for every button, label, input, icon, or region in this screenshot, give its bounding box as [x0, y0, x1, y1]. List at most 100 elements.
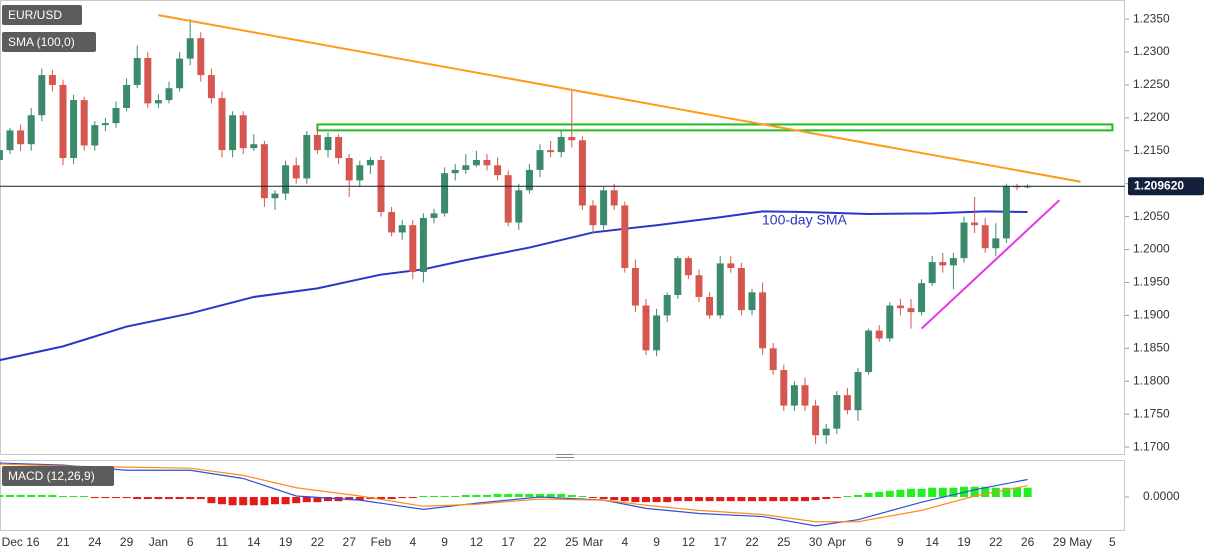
candle-body: [6, 130, 14, 151]
candle-body: [388, 212, 396, 233]
y-tick-label: 0.0000: [1143, 489, 1180, 503]
candle-body: [313, 134, 321, 151]
histogram-bar: [514, 493, 523, 498]
candle-body: [239, 115, 247, 149]
candle-body: [165, 88, 173, 101]
y-tick-label: 1.2350: [1133, 11, 1170, 25]
histogram-bar: [27, 494, 36, 498]
candle-body: [854, 372, 862, 411]
histogram-bar: [377, 497, 385, 500]
histogram-bar: [483, 494, 491, 498]
histogram-bar: [610, 497, 619, 501]
histogram-bar: [578, 495, 587, 498]
y-tick-label: 1.1700: [1133, 439, 1170, 453]
y-tick-label: 1.2200: [1133, 110, 1170, 124]
legend-item: SMA (100,0): [2, 32, 96, 52]
y-tick-label: 1.1750: [1133, 406, 1170, 420]
histogram-bar: [663, 497, 672, 503]
x-tick-label: 21: [56, 535, 70, 549]
y-tick-label: 1.2000: [1133, 242, 1170, 256]
sma-line: [0, 210, 1028, 362]
x-tick-label: 6: [187, 535, 194, 549]
x-tick-label: 17: [502, 535, 516, 549]
candle-body: [409, 225, 417, 272]
candle-body: [695, 275, 703, 297]
x-tick-label: Feb: [371, 535, 392, 549]
candle-body: [229, 115, 237, 151]
histogram-bar: [6, 494, 14, 498]
y-tick-label: 1.1850: [1133, 341, 1170, 355]
x-tick-label: 9: [441, 535, 448, 549]
candle-body: [70, 100, 78, 159]
candle-body: [186, 38, 194, 59]
histogram-bar: [207, 497, 216, 504]
y-tick-label: 1.1800: [1133, 373, 1170, 387]
x-tick-label: 29: [120, 535, 134, 549]
candle-body: [398, 225, 406, 233]
panel-handle: [556, 454, 574, 458]
candle-body: [918, 283, 926, 313]
candle-body: [928, 262, 936, 284]
histogram-bar: [302, 497, 311, 503]
histogram-bar: [864, 492, 873, 498]
histogram-bar: [281, 497, 290, 505]
candle-body: [801, 385, 809, 406]
candle-body: [960, 222, 968, 259]
x-tick-label: 12: [682, 535, 696, 549]
macd-title: MACD (12,26,9): [8, 469, 95, 483]
histogram-bar: [228, 497, 237, 506]
candle-body: [769, 348, 777, 371]
histogram-bar: [504, 493, 513, 498]
x-tick-label: 5: [1109, 535, 1116, 549]
candle-body: [780, 370, 788, 406]
candle-body: [218, 98, 226, 151]
histogram-bar: [398, 497, 407, 499]
candle-body: [303, 134, 311, 179]
title-box: [2, 5, 82, 25]
candle-body: [59, 84, 67, 159]
candle-body: [27, 115, 35, 145]
last-price-box: [1128, 177, 1204, 196]
candle-body: [419, 217, 427, 272]
x-tick-label: 25: [565, 535, 579, 549]
candle-body: [504, 175, 512, 223]
x-tick-label: 17: [714, 535, 728, 549]
histogram-bar: [345, 497, 354, 501]
y-tick-label: 1.2150: [1133, 143, 1170, 157]
histogram-bar: [175, 497, 184, 500]
histogram-bar: [271, 497, 279, 505]
candle-body: [907, 308, 915, 313]
x-tick-label: 14: [926, 535, 940, 549]
histogram-bar: [567, 494, 576, 498]
candle-body: [812, 405, 820, 436]
histogram-bar: [451, 495, 460, 498]
histogram-bar: [832, 497, 841, 499]
candle-body: [345, 158, 353, 181]
x-tick-label: Jan: [149, 535, 168, 549]
histogram-bar: [599, 497, 608, 500]
y-tick-label: 1.1950: [1133, 275, 1170, 289]
candle-body: [462, 165, 470, 170]
candle-body: [631, 267, 639, 306]
candle-body: [282, 165, 290, 194]
histogram-bar: [80, 495, 89, 498]
candle-body: [642, 305, 650, 351]
x-tick-label: 19: [957, 535, 971, 549]
histogram-bar: [324, 497, 332, 502]
candle-body: [653, 315, 661, 351]
candle-body: [684, 258, 692, 276]
histogram-bar: [875, 491, 884, 498]
x-tick-label: 22: [745, 535, 759, 549]
candle-body: [451, 169, 459, 174]
chart-title: EUR/USD: [8, 8, 62, 22]
histogram-bar: [143, 497, 152, 500]
histogram-bar: [430, 495, 438, 498]
candle-body: [123, 84, 131, 108]
candle-body: [737, 267, 745, 311]
histogram-bar: [48, 494, 57, 498]
histogram-bar: [165, 497, 173, 500]
histogram-bar: [684, 497, 693, 502]
histogram-bar: [907, 488, 915, 498]
candle-body: [112, 107, 120, 124]
histogram-bar: [37, 494, 46, 498]
